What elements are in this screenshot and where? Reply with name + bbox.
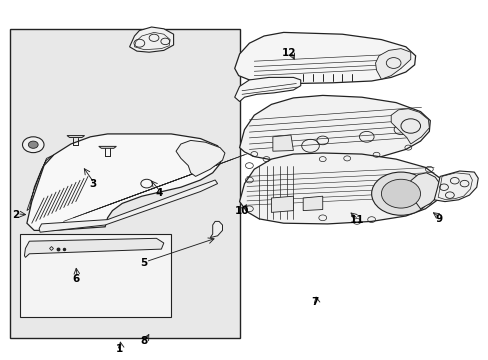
Text: 8: 8: [141, 336, 147, 346]
Polygon shape: [303, 196, 322, 211]
Text: 5: 5: [141, 258, 147, 268]
Polygon shape: [39, 180, 217, 232]
Bar: [10, 29, 239, 338]
Polygon shape: [210, 221, 222, 238]
Polygon shape: [271, 196, 293, 212]
Polygon shape: [67, 136, 84, 138]
Polygon shape: [409, 173, 440, 209]
Circle shape: [22, 137, 44, 153]
Bar: [20, 234, 171, 317]
Text: 9: 9: [435, 214, 442, 224]
Circle shape: [371, 172, 429, 215]
Polygon shape: [239, 95, 429, 162]
Polygon shape: [239, 153, 442, 224]
Text: 10: 10: [234, 206, 249, 216]
Text: 7: 7: [311, 297, 319, 307]
Text: 2: 2: [12, 210, 19, 220]
Polygon shape: [234, 77, 300, 102]
Text: 12: 12: [282, 48, 296, 58]
Polygon shape: [272, 135, 293, 151]
Text: 1: 1: [116, 344, 123, 354]
Text: 3: 3: [89, 179, 96, 189]
Polygon shape: [234, 32, 415, 84]
Polygon shape: [375, 49, 410, 79]
Polygon shape: [24, 238, 163, 257]
Polygon shape: [390, 109, 428, 144]
Circle shape: [381, 179, 420, 208]
Circle shape: [28, 141, 38, 148]
Text: 6: 6: [72, 274, 79, 284]
Polygon shape: [176, 140, 224, 176]
Text: 11: 11: [349, 215, 364, 225]
Polygon shape: [433, 171, 477, 202]
Polygon shape: [27, 134, 222, 230]
Text: 4: 4: [155, 188, 163, 198]
Polygon shape: [99, 147, 116, 148]
Polygon shape: [129, 27, 173, 52]
